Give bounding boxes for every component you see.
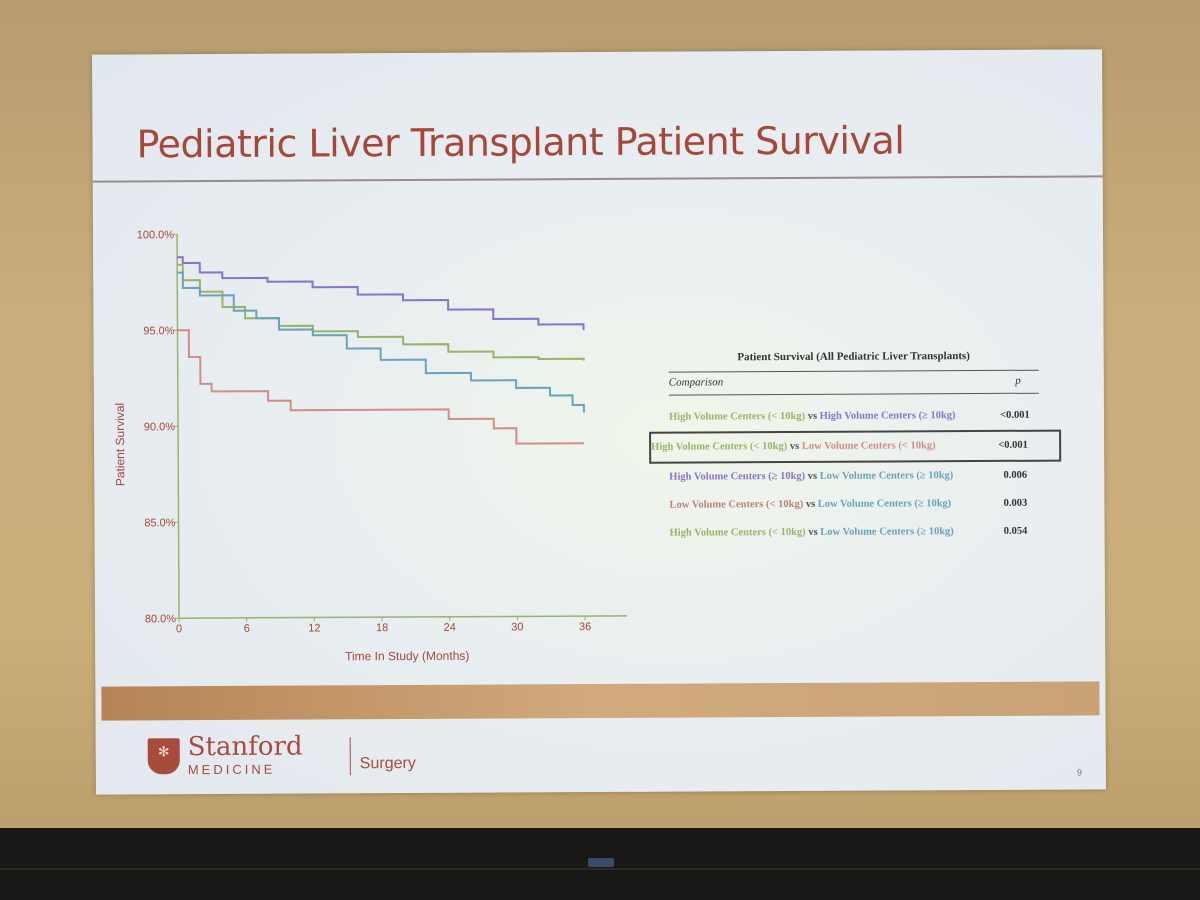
header-comparison: Comparison [668, 376, 724, 389]
x-tick-label: 0 [176, 623, 182, 635]
group-a-weight: (≥ 10kg) [768, 470, 806, 483]
logo-department: Surgery [359, 754, 416, 773]
series-line-1 [177, 256, 585, 330]
comparison-text: High Volume Centers (< 10kg) vs High Vol… [669, 410, 956, 423]
table-row-highlighted: High Volume Centers (< 10kg) vs Low Volu… [649, 429, 1062, 464]
group-b-weight: (< 10kg) [898, 440, 936, 452]
group-a-weight: (< 10kg) [768, 526, 806, 539]
table-row: High Volume Centers (≥ 10kg) vs Low Volu… [669, 462, 1039, 492]
group-a-weight: (< 10kg) [765, 498, 804, 511]
x-tick-label: 18 [376, 622, 388, 634]
table-header: Comparison p [668, 369, 1039, 396]
comparison-table: Patient Survival (All Pediatric Liver Tr… [649, 350, 1062, 548]
footer-band [101, 681, 1100, 721]
comparison-text: Low Volume Centers (< 10kg) vs Low Volum… [669, 498, 951, 510]
logo-name: Stanford [187, 731, 303, 763]
group-a-weight: (< 10kg) [767, 410, 806, 423]
group-a: High Volume Centers [669, 471, 766, 483]
table-row: High Volume Centers (< 10kg) vs High Vol… [669, 402, 1039, 432]
vs-label: vs [808, 526, 818, 538]
projector-screen-bottom [0, 828, 1200, 900]
group-b: High Volume Centers [819, 410, 916, 422]
group-b-weight: (≥ 10kg) [916, 470, 954, 482]
header-p: p [1015, 374, 1021, 387]
comparison-text: High Volume Centers (< 10kg) vs Low Volu… [670, 526, 954, 538]
group-a: High Volume Centers [668, 411, 766, 423]
shield-icon: ✻ [147, 738, 180, 775]
group-b-weight: (≥ 10kg) [918, 410, 956, 422]
series-line-3 [177, 271, 585, 413]
group-b-weight: (≥ 10kg) [914, 498, 952, 510]
x-axis-title: Time In Study (Months) [345, 649, 469, 664]
x-tick-label: 6 [244, 623, 250, 635]
group-a: High Volume Centers [651, 441, 748, 453]
p-value: 0.003 [1003, 497, 1028, 509]
y-axis-title: Patient Survival [113, 403, 127, 486]
vs-label: vs [807, 470, 818, 482]
table-row: High Volume Centers (< 10kg) vs Low Volu… [670, 518, 1040, 548]
group-b: Low Volume Centers [801, 440, 896, 452]
group-b: Low Volume Centers [817, 498, 912, 510]
camera-device [588, 858, 614, 867]
x-tick-label: 36 [579, 621, 591, 633]
x-tick-label: 30 [511, 621, 523, 633]
group-b: Low Volume Centers [819, 470, 914, 482]
group-b: Low Volume Centers [820, 526, 915, 538]
vs-label: vs [805, 498, 816, 510]
slide: Pediatric Liver Transplant Patient Survi… [92, 49, 1106, 795]
series-line-4 [177, 329, 585, 445]
survival-chart: Patient Survival Time In Study (Months) … [113, 229, 628, 664]
y-tick-label: 100.0% [137, 229, 175, 241]
p-value: 0.006 [1003, 469, 1028, 481]
y-tick-label: 90.0% [144, 421, 175, 433]
title-rule [92, 175, 1103, 183]
x-axis-line [179, 615, 628, 619]
screen-seam [0, 868, 1200, 870]
y-tick-label: 95.0% [143, 325, 174, 337]
y-tick-label: 85.0% [144, 517, 175, 529]
comparison-text: High Volume Centers (< 10kg) vs Low Volu… [651, 440, 935, 452]
logo-divider [349, 737, 351, 776]
vs-label: vs [789, 440, 800, 453]
x-tick-label: 12 [308, 622, 320, 634]
x-tick-label: 24 [444, 622, 456, 634]
group-a: Low Volume Centers [669, 499, 764, 511]
table-row: Low Volume Centers (< 10kg) vs Low Volum… [669, 490, 1039, 520]
group-a-weight: (< 10kg) [749, 441, 788, 453]
group-b-weight: (≥ 10kg) [916, 526, 954, 538]
p-value: 0.054 [1003, 525, 1028, 537]
comparison-text: High Volume Centers (≥ 10kg) vs Low Volu… [669, 470, 953, 482]
page-number: 9 [1076, 767, 1082, 778]
logo-subtitle: MEDICINE [187, 761, 276, 778]
group-a: High Volume Centers [669, 527, 766, 539]
vs-label: vs [807, 410, 818, 422]
y-tick-label: 80.0% [145, 613, 176, 625]
p-value: <0.001 [1000, 409, 1030, 421]
p-value: <0.001 [998, 439, 1028, 451]
table-title: Patient Survival (All Pediatric Liver Tr… [737, 350, 970, 364]
slide-title: Pediatric Liver Transplant Patient Survi… [136, 118, 905, 167]
